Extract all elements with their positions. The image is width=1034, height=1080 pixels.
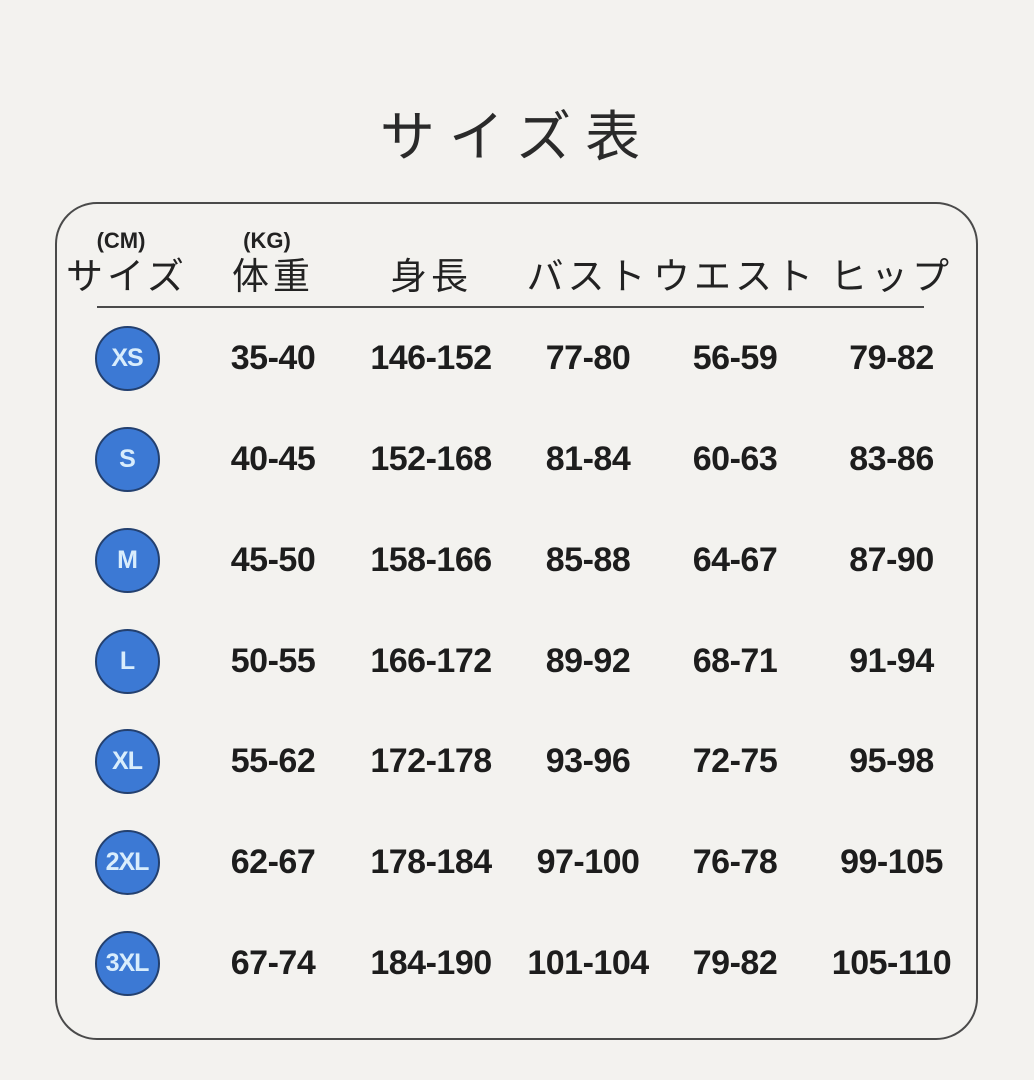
weight-value: 67-74 [230, 944, 316, 983]
hip-value: 87-90 [849, 540, 934, 579]
weight-value: 62-67 [230, 843, 316, 882]
table-body: XS 35-40 146-152 77-80 56-59 79-82 S 40-… [57, 308, 976, 1014]
table-row-s: S 40-45 152-168 81-84 60-63 83-86 [57, 409, 976, 510]
waist-value: 76-78 [692, 843, 778, 882]
weight-value: 50-55 [230, 641, 316, 680]
table-row-xs: XS 35-40 146-152 77-80 56-59 79-82 [57, 308, 976, 409]
weight-value: 35-40 [230, 338, 316, 377]
header-divider [97, 306, 924, 308]
weight-value: 55-62 [230, 742, 316, 781]
size-badge: S [94, 426, 160, 492]
size-badge-cell: M [57, 527, 197, 593]
size-badge: L [94, 628, 160, 694]
size-badge-cell: XL [57, 729, 197, 795]
page-title: サイズ表 [379, 107, 655, 168]
header-weight-unit: (KG) [243, 228, 291, 253]
waist-value: 72-75 [692, 742, 778, 781]
hip-value: 79-82 [849, 338, 934, 377]
header-height-label: 身長 [390, 257, 472, 298]
waist-value: 56-59 [692, 338, 778, 377]
header-height: 身長 [349, 228, 513, 302]
hip-value: 95-98 [849, 742, 934, 781]
size-badge-cell: S [57, 426, 197, 492]
height-value: 172-178 [370, 742, 492, 781]
size-badge: 3XL [94, 931, 160, 997]
hip-value: 91-94 [849, 641, 934, 680]
size-badge-cell: 3XL [57, 931, 197, 997]
size-badge-cell: L [57, 628, 197, 694]
header-size: (CM) サイズ [57, 228, 197, 302]
header-waist-label: ウエスト [653, 257, 817, 298]
height-value: 146-152 [370, 338, 492, 377]
table-header-row: (CM) サイズ (KG) 体重 身長 バスト ウエスト ヒップ [57, 204, 976, 298]
bust-value: 97-100 [536, 843, 640, 882]
bust-value: 77-80 [545, 338, 631, 377]
waist-value: 64-67 [692, 540, 778, 579]
size-badge-cell: 2XL [57, 830, 197, 896]
weight-value: 45-50 [230, 540, 316, 579]
header-bust-label: バスト [526, 257, 650, 298]
height-value: 166-172 [370, 641, 492, 680]
waist-value: 60-63 [692, 439, 778, 478]
header-size-label: サイズ [66, 257, 188, 298]
header-waist: ウエスト [653, 228, 813, 302]
size-badge: XL [94, 729, 160, 795]
weight-value: 40-45 [230, 439, 316, 478]
size-badge: XS [94, 325, 160, 391]
bust-value: 93-96 [545, 742, 631, 781]
table-row-2xl: 2XL 62-67 178-184 97-100 76-78 99-105 [57, 812, 976, 913]
hip-value: 83-86 [849, 439, 934, 478]
header-hip-label: ヒップ [830, 257, 953, 298]
table-row-xl: XL 55-62 172-178 93-96 72-75 95-98 [57, 711, 976, 812]
waist-value: 79-82 [692, 944, 778, 983]
table-row-m: M 45-50 158-166 85-88 64-67 87-90 [57, 510, 976, 611]
height-value: 152-168 [370, 439, 492, 478]
table-row-l: L 50-55 166-172 89-92 68-71 91-94 [57, 611, 976, 712]
height-value: 184-190 [370, 944, 492, 983]
hip-value: 105-110 [831, 944, 952, 983]
waist-value: 68-71 [692, 641, 778, 680]
header-weight-label: 体重 [232, 257, 314, 298]
size-badge-cell: XS [57, 325, 197, 391]
header-bust: バスト [513, 228, 663, 302]
bust-value: 101-104 [527, 944, 649, 983]
size-chart-box: (CM) サイズ (KG) 体重 身長 バスト ウエスト ヒップ XS 35-4… [55, 202, 978, 1040]
size-badge: 2XL [94, 830, 160, 896]
header-size-unit: (CM) [96, 228, 146, 253]
header-weight: (KG) 体重 [197, 228, 349, 302]
height-value: 158-166 [370, 540, 492, 579]
bust-value: 89-92 [545, 641, 631, 680]
bust-value: 85-88 [545, 540, 631, 579]
height-value: 178-184 [370, 843, 492, 882]
bust-value: 81-84 [545, 439, 631, 478]
header-hip: ヒップ [807, 228, 976, 302]
hip-value: 99-105 [840, 843, 943, 882]
size-badge: M [94, 527, 160, 593]
table-row-3xl: 3XL 67-74 184-190 101-104 79-82 105-110 [57, 913, 976, 1014]
